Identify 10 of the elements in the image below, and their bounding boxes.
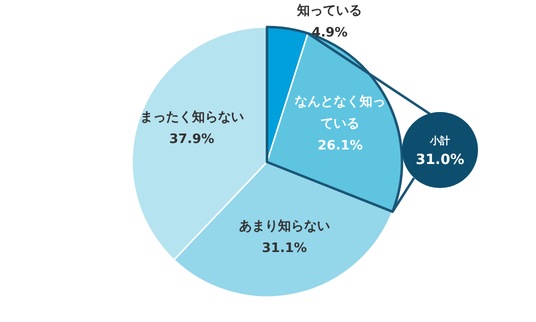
slice-label: 知っている (296, 4, 362, 19)
data-label: 31.1% (262, 241, 307, 256)
data-label: 4.9% (312, 26, 348, 41)
text: 小計 (429, 135, 450, 147)
data-label: 26.1% (318, 138, 363, 154)
text: 31.0% (416, 152, 464, 168)
slice-label: まったく知らない (140, 110, 244, 125)
slice-label: なんとなく知っている (294, 94, 386, 132)
slice-label: あまり知らない (238, 219, 330, 234)
data-label: 37.9% (169, 132, 214, 147)
